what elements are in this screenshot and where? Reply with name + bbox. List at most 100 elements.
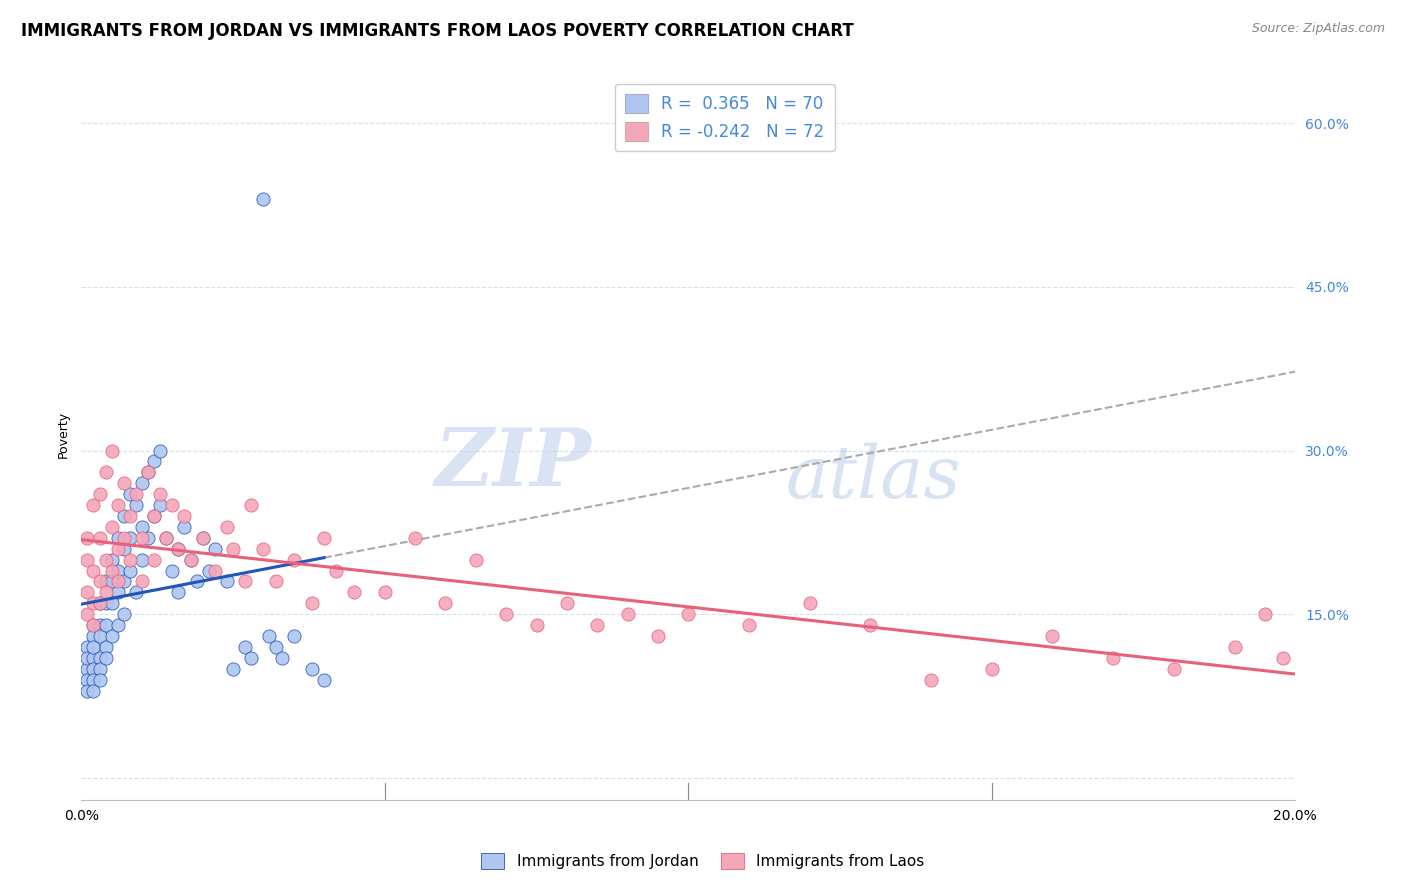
Point [920,673,942,687]
Point [89,618,111,632]
Point [270,651,292,665]
Point [76,673,98,687]
Point [155,531,177,545]
Point [738,618,761,632]
Point [647,629,669,643]
Point [215,520,238,534]
Point [112,531,135,545]
Point [374,585,396,599]
Point [678,607,700,622]
Point [240,498,263,512]
Point [76,662,98,676]
Point [89,629,111,643]
Point [301,596,323,610]
Point [112,541,135,556]
Point [107,541,129,556]
Point [131,476,153,491]
Point [118,564,141,578]
Y-axis label: Poverty: Poverty [58,410,70,458]
Point [264,640,287,654]
Point [125,585,148,599]
Point [283,629,305,643]
Point [94,574,117,589]
Point [434,596,457,610]
Point [76,552,98,566]
Point [82,640,104,654]
Point [125,487,148,501]
Text: atlas: atlas [786,442,960,513]
Text: IMMIGRANTS FROM JORDAN VS IMMIGRANTS FROM LAOS POVERTY CORRELATION CHART: IMMIGRANTS FROM JORDAN VS IMMIGRANTS FRO… [21,22,853,40]
Point [1042,629,1064,643]
Point [94,640,117,654]
Point [94,466,117,480]
Point [799,596,821,610]
Point [162,564,184,578]
Point [240,651,263,665]
Point [1254,607,1277,622]
Point [197,564,219,578]
Point [100,629,122,643]
Point [107,574,129,589]
Point [191,531,214,545]
Point [89,662,111,676]
Point [616,607,638,622]
Point [118,487,141,501]
Point [76,531,98,545]
Point [89,673,111,687]
Point [173,520,195,534]
Point [82,673,104,687]
Point [180,552,202,566]
Point [1223,640,1246,654]
Text: ZIP: ZIP [434,425,591,502]
Point [82,651,104,665]
Point [233,640,256,654]
Point [404,531,426,545]
Point [107,618,129,632]
Point [112,574,135,589]
Point [76,607,98,622]
Point [167,541,190,556]
Point [107,564,129,578]
Point [136,531,159,545]
Point [89,596,111,610]
Point [94,618,117,632]
Point [82,596,104,610]
Point [143,508,166,523]
Text: Source: ZipAtlas.com: Source: ZipAtlas.com [1251,22,1385,36]
Point [136,466,159,480]
Point [186,574,208,589]
Point [76,585,98,599]
Point [495,607,517,622]
Point [980,662,1002,676]
Point [89,574,111,589]
Point [89,487,111,501]
Point [259,629,281,643]
Point [143,454,166,468]
Point [555,596,578,610]
Point [82,498,104,512]
Point [82,683,104,698]
Point [131,520,153,534]
Point [107,498,129,512]
Point [343,585,366,599]
Point [76,640,98,654]
Point [1102,651,1125,665]
Point [94,651,117,665]
Point [100,596,122,610]
Point [82,564,104,578]
Point [100,520,122,534]
Point [112,476,135,491]
Point [89,596,111,610]
Point [180,552,202,566]
Point [1272,651,1295,665]
Point [131,531,153,545]
Point [125,498,148,512]
Point [859,618,882,632]
Point [100,443,122,458]
Point [82,629,104,643]
Point [283,552,305,566]
Point [464,552,486,566]
Point [82,618,104,632]
Point [118,508,141,523]
Point [76,683,98,698]
